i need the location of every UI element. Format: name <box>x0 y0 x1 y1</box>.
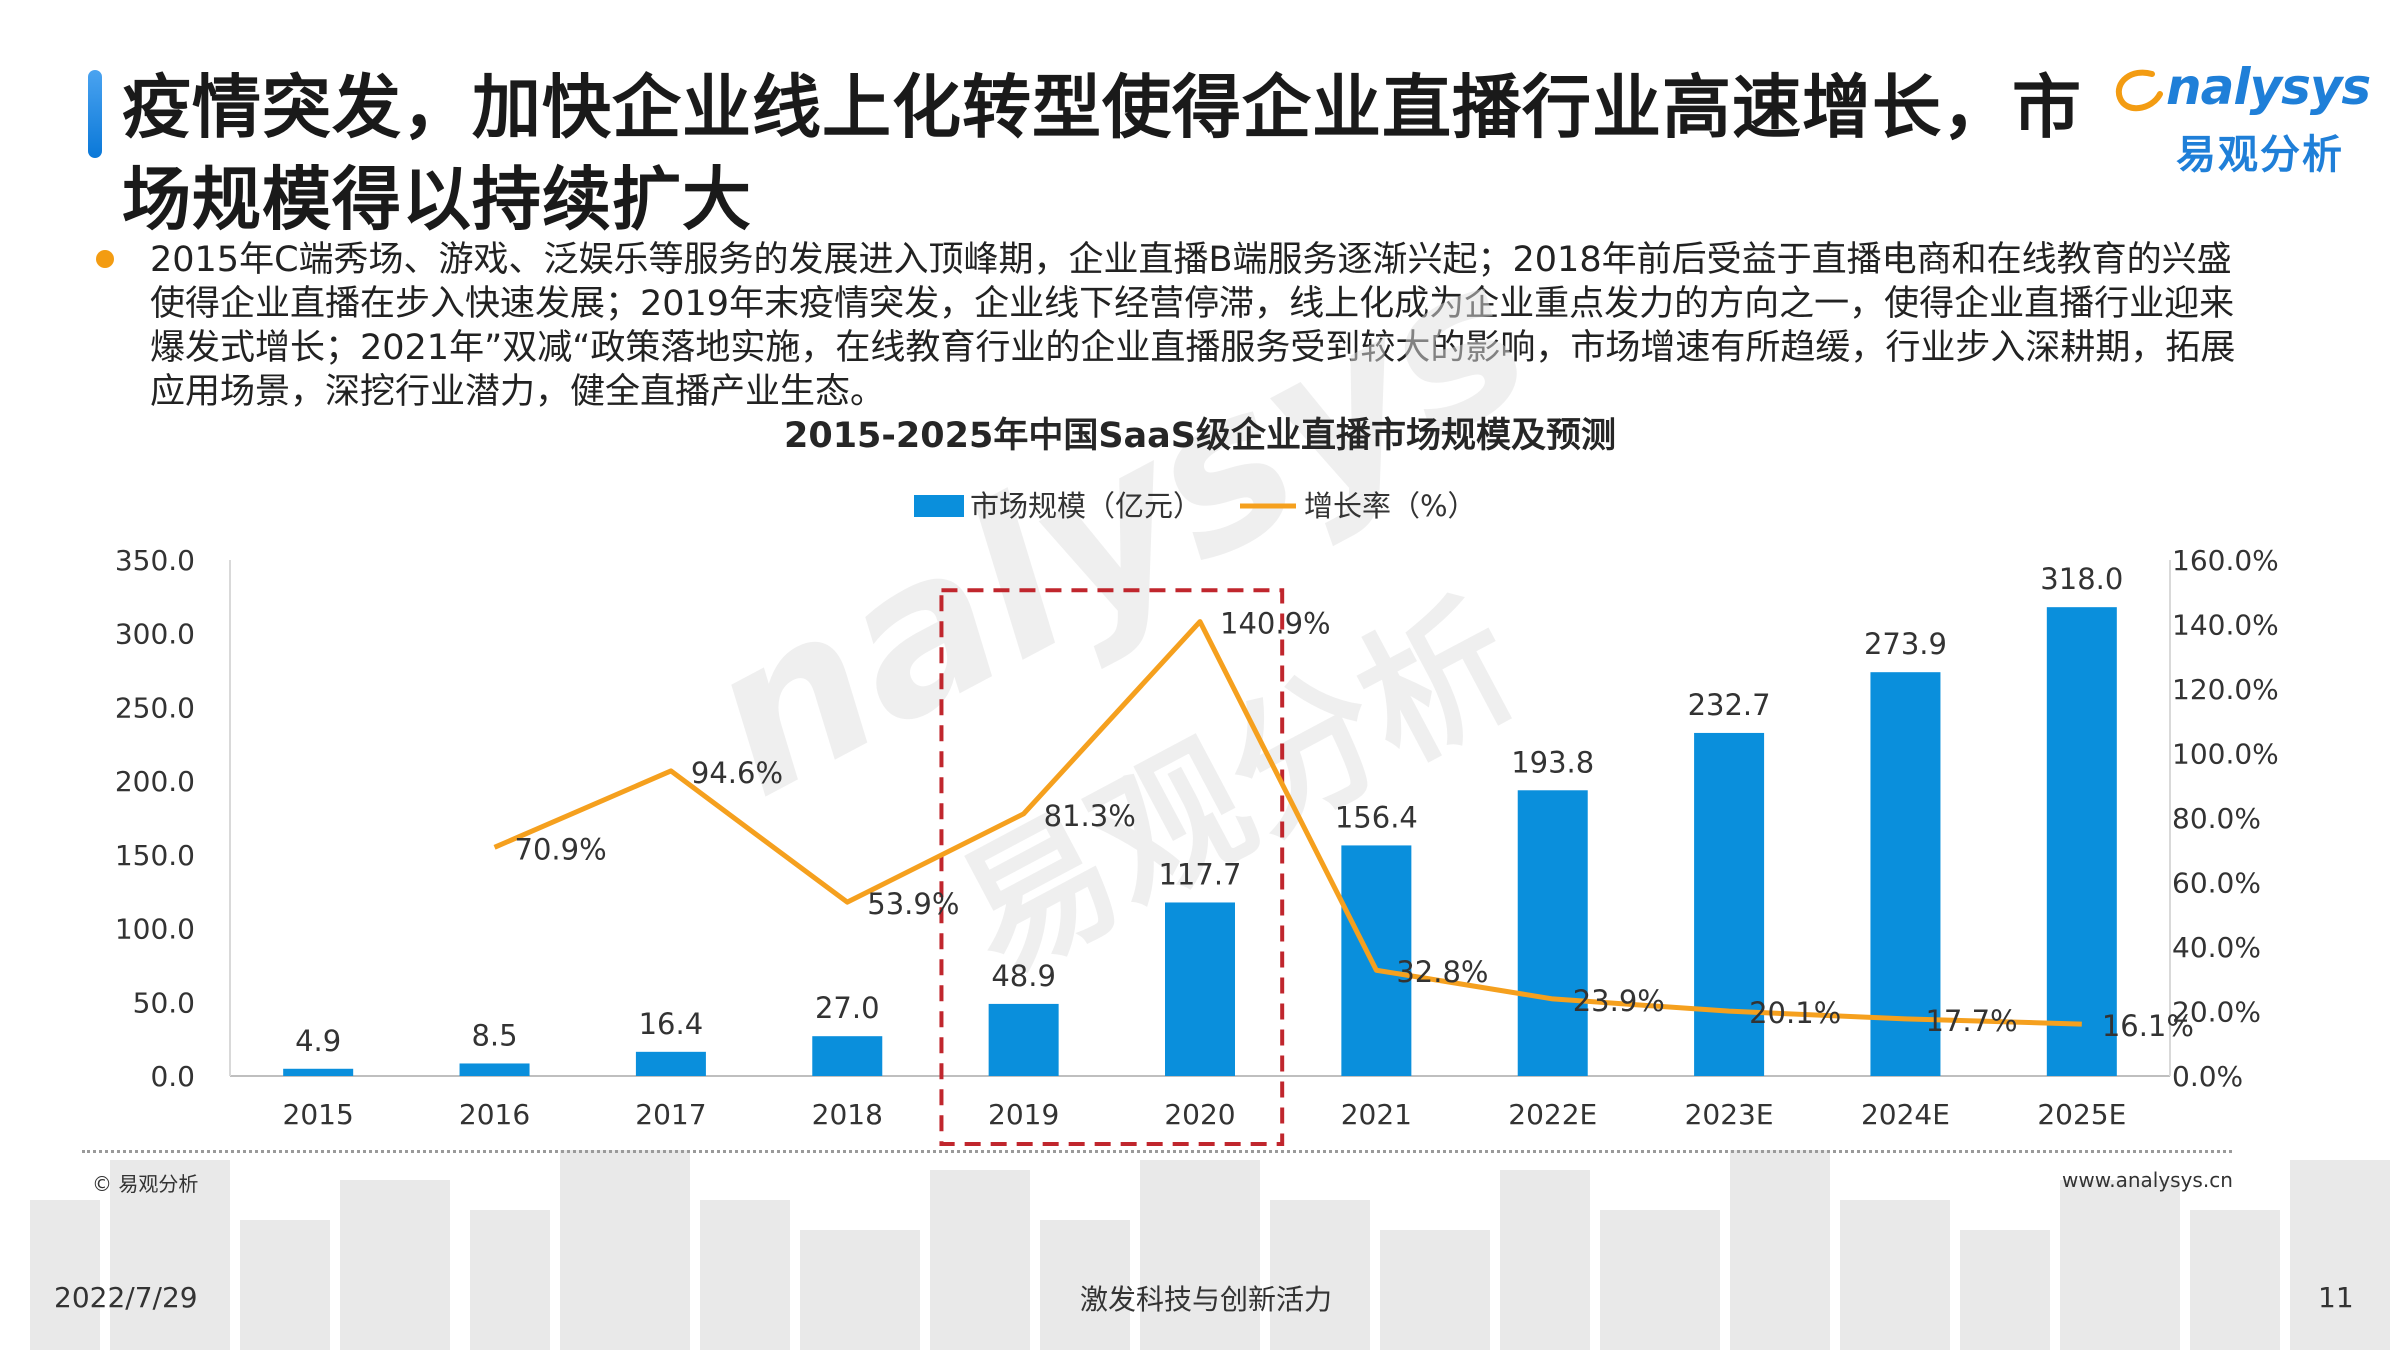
y-right-tick-label: 160.0% <box>2172 544 2279 577</box>
logo-swoosh-icon <box>2115 69 2163 111</box>
y-right-tick-label: 60.0% <box>2172 867 2261 900</box>
bar <box>1870 672 1941 1076</box>
line-value-label: 70.9% <box>515 832 607 866</box>
line-value-label: 17.7% <box>1925 1004 2017 1038</box>
x-tick-label: 2021 <box>1341 1098 1412 1131</box>
line-value-label: 16.1% <box>2102 1009 2194 1043</box>
y-right-tick-label: 100.0% <box>2172 738 2279 771</box>
x-tick-label: 2019 <box>988 1098 1059 1131</box>
title-accent-bar <box>88 70 102 158</box>
bar <box>1517 790 1588 1076</box>
y-right-tick-label: 40.0% <box>2172 931 2261 964</box>
y-left-tick-label: 300.0 <box>115 618 195 651</box>
bar <box>1694 732 1765 1076</box>
line-value-label: 81.3% <box>1044 799 1136 833</box>
bar-value-label: 318.0 <box>2040 562 2123 596</box>
x-tick-label: 2024E <box>1861 1098 1950 1131</box>
x-tick-label: 2018 <box>812 1098 883 1131</box>
line-value-label: 23.9% <box>1573 984 1665 1018</box>
logo-text-en: nalysys <box>2166 58 2371 116</box>
growth-line <box>493 619 2082 1027</box>
y-left-tick-label: 0.0 <box>150 1060 195 1093</box>
line-value-label: 140.9% <box>1220 607 1331 641</box>
line-value-label: 53.9% <box>867 887 959 921</box>
bar <box>988 1003 1059 1076</box>
bullet-dot-icon <box>96 250 114 268</box>
y-right-tick-label: 20.0% <box>2172 996 2261 1029</box>
bar <box>1341 845 1412 1076</box>
bar <box>1165 902 1235 1076</box>
data-labels: 4.9 8.5 16.4 27.0 48.9 117.7 156.4 193.8 232.7 27… <box>295 562 2194 1058</box>
x-tick-label: 2023E <box>1685 1098 1774 1131</box>
bar-value-label: 117.7 <box>1158 857 1241 891</box>
chart-legend: 市场规模（亿元） 增长率（%） <box>914 489 1477 523</box>
growth-line-series <box>493 619 2082 1027</box>
x-tick-label: 2015 <box>283 1098 354 1131</box>
bar <box>812 1036 883 1076</box>
legend-line-label: 增长率（%） <box>1304 489 1477 523</box>
logo-text-cn: 易观分析 <box>2176 132 2344 178</box>
legend-bar-label: 市场规模（亿元） <box>970 489 1202 523</box>
bar-value-label: 27.0 <box>815 991 880 1025</box>
bar <box>635 1051 706 1076</box>
y-left-tick-label: 150.0 <box>115 839 195 872</box>
legend-bar-swatch <box>914 495 964 517</box>
highlight-box <box>939 588 1285 1146</box>
bar-series <box>283 607 2117 1076</box>
y-left-tick-label: 250.0 <box>115 691 195 724</box>
x-tick-label: 2017 <box>635 1098 706 1131</box>
page-number: 11 <box>2318 1281 2354 1314</box>
bar-value-label: 16.4 <box>639 1007 704 1041</box>
bar-value-label: 156.4 <box>1335 800 1418 834</box>
footer-divider <box>82 1150 2232 1153</box>
bar <box>459 1063 530 1076</box>
y-left-tick-label: 350.0 <box>115 544 195 577</box>
summary-paragraph: 2015年C端秀场、游戏、泛娱乐等服务的发展进入顶峰期，企业直播B端服务逐渐兴起… <box>150 240 2236 412</box>
bar-value-label: 232.7 <box>1688 688 1771 722</box>
bar-value-label: 4.9 <box>295 1024 341 1058</box>
bar-value-label: 8.5 <box>471 1018 517 1052</box>
x-tick-label: 2022E <box>1508 1098 1597 1131</box>
y-right-tick-label: 80.0% <box>2172 802 2261 835</box>
line-value-label: 94.6% <box>691 756 783 790</box>
x-tick-label: 2025E <box>2037 1098 2126 1131</box>
y-left-tick-label: 200.0 <box>115 765 195 798</box>
chart-axes: 0.0 50.0 100.0 150.0 200.0 250.0 300.0 350.0 0.0… <box>115 544 2279 1131</box>
page-title: 疫情突发，加快企业线上化转型使得企业直播行业高速增长，市场规模得以持续扩大 <box>122 68 2082 240</box>
y-left-tick-label: 50.0 <box>133 986 195 1019</box>
slide-date: 2022/7/29 <box>54 1281 198 1314</box>
bar-value-label: 193.8 <box>1511 745 1594 779</box>
x-tick-label: 2020 <box>1164 1098 1235 1131</box>
y-right-tick-label: 120.0% <box>2172 673 2279 706</box>
y-right-tick-label: 0.0% <box>2172 1060 2243 1093</box>
bar <box>2046 607 2117 1076</box>
skyline-background <box>30 1150 2390 1350</box>
analysys-logo[interactable]: nalysys 易观分析 <box>2115 58 2371 178</box>
highlight-rect <box>939 588 1285 1146</box>
watermark: nalysys 易观分析 <box>668 211 1566 1007</box>
bar-value-label: 273.9 <box>1864 627 1947 661</box>
line-value-label: 20.1% <box>1749 996 1841 1030</box>
y-left-tick-label: 100.0 <box>115 913 195 946</box>
bar-value-label: 48.9 <box>991 959 1056 993</box>
bar <box>283 1068 354 1076</box>
website-link[interactable]: www.analysys.cn <box>2062 1168 2233 1192</box>
line-value-label: 32.8% <box>1396 955 1488 989</box>
y-right-tick-label: 140.0% <box>2172 609 2279 642</box>
x-tick-label: 2016 <box>459 1098 530 1131</box>
market-size-chart: nalysys 易观分析 2015-2025年中国SaaS级企业直播市场规模及预… <box>115 211 2279 1146</box>
copyright-text: © 易观分析 <box>92 1172 199 1196</box>
chart-title: 2015-2025年中国SaaS级企业直播市场规模及预测 <box>784 415 1616 456</box>
slide-slogan: 激发科技与创新活力 <box>1080 1283 1333 1316</box>
